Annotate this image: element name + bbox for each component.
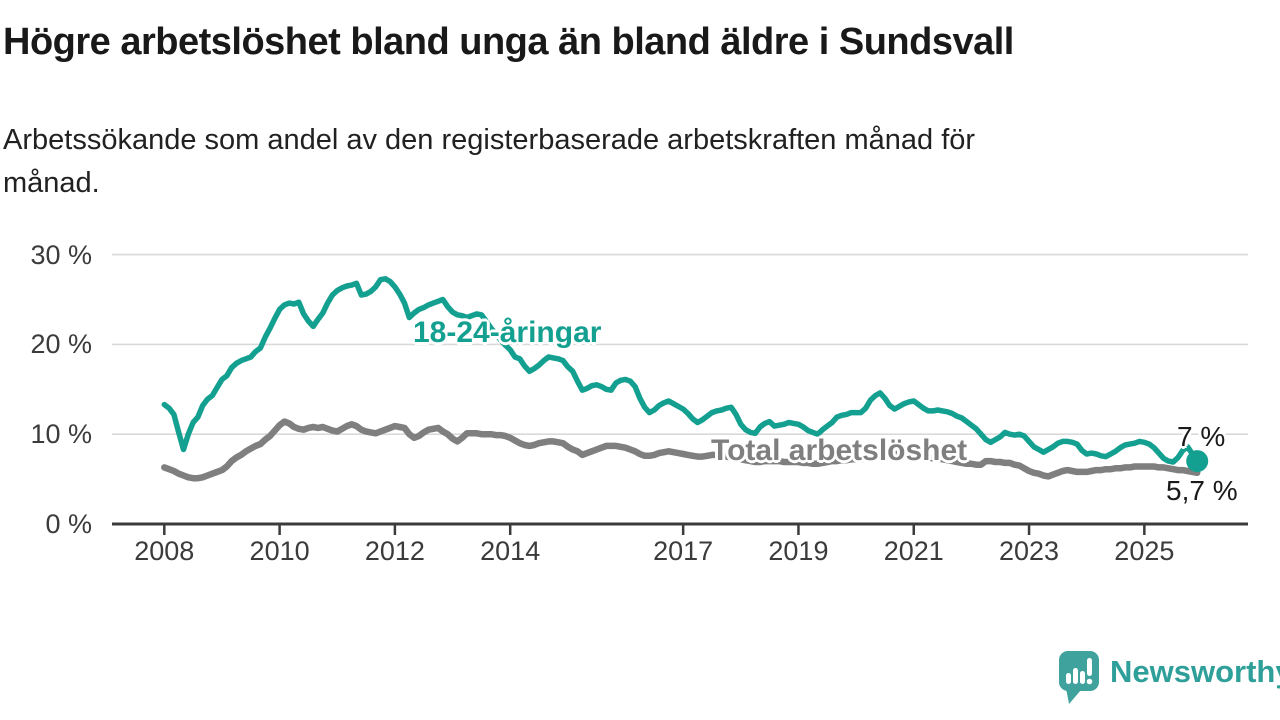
x-tick-label-2010: 2010	[249, 536, 310, 566]
page-title: Högre arbetslöshet bland unga än bland ä…	[3, 21, 1014, 63]
x-tick-label-2023: 2023	[999, 536, 1060, 566]
x-tick-label-2025: 2025	[1114, 536, 1175, 566]
x-tick-label-2012: 2012	[364, 536, 425, 566]
newsworthy-bubble-icon	[1059, 651, 1099, 704]
x-tick-label-2019: 2019	[768, 536, 829, 566]
series-label-young: 18-24-åringar	[413, 316, 602, 349]
y-tick-label-10: 10 %	[30, 419, 92, 450]
y-tick-label-0: 0 %	[45, 509, 92, 539]
series-line-young	[161, 276, 1200, 465]
subtitle-line-1: Arbetssökande som andel av den registerb…	[3, 124, 976, 156]
subtitle-line-2: månad.	[3, 167, 100, 199]
end-value-young: 7 %	[1177, 421, 1226, 452]
page-subtitle: Arbetssökande som andel av den registerb…	[3, 119, 975, 205]
y-tick-label-30: 30 %	[30, 239, 92, 270]
x-tick-label-2014: 2014	[480, 536, 541, 566]
newsworthy-logo[interactable]: Newsworthy	[1058, 650, 1280, 704]
x-tick-label-2017: 2017	[653, 536, 714, 566]
series-label-total: Total arbetslöshet	[711, 434, 968, 467]
end-dot-young	[1186, 450, 1209, 473]
newsworthy-wordmark: Newsworthy	[1110, 654, 1280, 689]
x-tick-label-2021: 2021	[883, 536, 944, 566]
x-tick-label-2008: 2008	[134, 536, 195, 566]
end-value-total: 5,7 %	[1166, 475, 1238, 506]
series-line-total	[161, 418, 1201, 482]
y-tick-label-20: 20 %	[30, 329, 92, 360]
